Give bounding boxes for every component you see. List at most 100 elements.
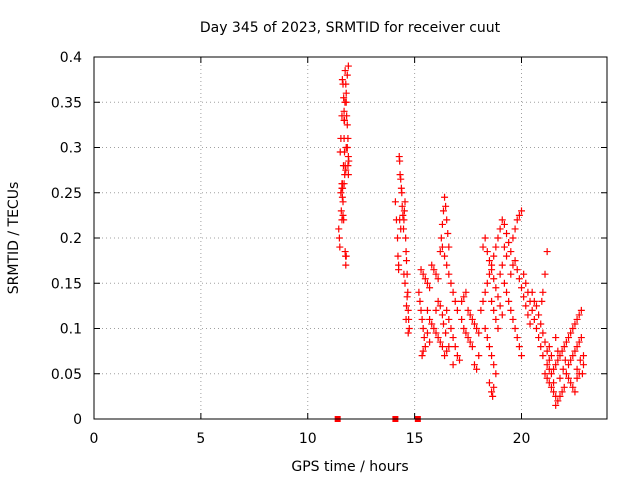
x-tick-label: 10: [299, 431, 317, 447]
data-points: [335, 62, 587, 409]
data-point: [342, 166, 350, 174]
data-point: [518, 352, 525, 360]
data-point: [571, 347, 579, 355]
data-point: [339, 198, 347, 206]
data-point: [426, 315, 434, 323]
data-point: [522, 279, 530, 287]
data-point: [494, 293, 502, 301]
data-point: [430, 266, 438, 274]
data-point: [507, 270, 515, 278]
data-point: [438, 220, 446, 228]
data-point: [394, 234, 402, 242]
data-point: [565, 334, 573, 342]
data-point: [336, 243, 344, 251]
x-axis-title: GPS time / hours: [291, 459, 408, 475]
data-point: [401, 279, 409, 287]
data-point: [513, 216, 521, 224]
y-tick-label: 0.35: [51, 95, 82, 111]
data-point: [432, 270, 440, 278]
data-point: [338, 193, 346, 201]
data-point: [451, 343, 459, 351]
data-point: [498, 216, 506, 224]
data-point: [339, 211, 347, 219]
data-point: [402, 234, 410, 242]
data-point: [511, 325, 519, 332]
data-point: [402, 315, 410, 323]
data-point: [420, 334, 428, 342]
data-point: [423, 329, 431, 337]
data-point: [401, 198, 409, 206]
data-point: [477, 306, 485, 314]
data-point: [400, 270, 408, 278]
data-point: [562, 338, 570, 346]
data-point: [492, 284, 500, 292]
data-point: [404, 306, 412, 314]
data-point: [571, 388, 579, 396]
data-point: [537, 343, 545, 351]
data-point: [481, 234, 489, 242]
data-point: [488, 388, 496, 396]
data-point: [552, 334, 560, 342]
x-tick-label: 0: [90, 431, 99, 447]
data-point: [515, 211, 523, 219]
data-point: [445, 343, 453, 351]
data-point: [492, 315, 500, 323]
data-point: [496, 270, 504, 278]
data-point: [552, 361, 560, 369]
data-point: [343, 71, 351, 79]
data-point: [485, 257, 493, 265]
data-point: [567, 329, 575, 337]
data-point: [473, 325, 481, 332]
data-point: [442, 202, 450, 210]
data-point: [490, 361, 498, 369]
data-point: [496, 302, 504, 310]
data-point: [341, 171, 349, 179]
data-point: [543, 374, 551, 382]
y-tick-label: 0.1: [60, 322, 82, 338]
data-point: [559, 365, 567, 373]
data-point: [518, 207, 525, 215]
data-point: [483, 248, 491, 256]
data-point: [470, 361, 478, 369]
data-point: [509, 261, 517, 269]
data-point: [344, 134, 352, 142]
data-point: [535, 334, 543, 342]
data-point: [434, 275, 442, 283]
data-point: [575, 370, 583, 378]
data-point: [507, 248, 515, 256]
y-tick-label: 0.2: [60, 231, 82, 247]
data-point: [500, 243, 508, 251]
data-point: [441, 252, 449, 260]
data-point: [498, 311, 506, 319]
data-point: [340, 216, 348, 224]
data-point: [503, 252, 511, 260]
data-point: [453, 306, 461, 314]
data-point: [419, 347, 427, 355]
data-point: [396, 216, 404, 224]
data-point: [522, 302, 530, 310]
data-point: [451, 297, 459, 305]
data-point: [576, 356, 584, 364]
data-point: [396, 171, 404, 179]
data-point: [520, 293, 528, 301]
data-point: [509, 234, 517, 242]
data-point: [456, 356, 464, 364]
data-point: [415, 288, 423, 296]
data-point: [335, 234, 343, 242]
data-point: [577, 334, 585, 342]
data-point: [509, 315, 517, 323]
data-point: [485, 270, 493, 278]
data-point: [445, 315, 453, 323]
data-point: [530, 297, 538, 305]
data-point: [341, 98, 349, 106]
data-point: [532, 325, 540, 332]
data-point: [565, 374, 573, 382]
data-point: [341, 148, 349, 156]
data-point: [462, 329, 470, 337]
data-point: [430, 325, 438, 332]
data-point: [569, 383, 577, 391]
y-tick-labels: 0 0.05 0.1 0.15 0.2 0.25 0.3 0.35 0.4: [51, 50, 82, 428]
data-point: [475, 352, 483, 360]
data-point: [466, 311, 474, 319]
data-point: [503, 288, 511, 296]
